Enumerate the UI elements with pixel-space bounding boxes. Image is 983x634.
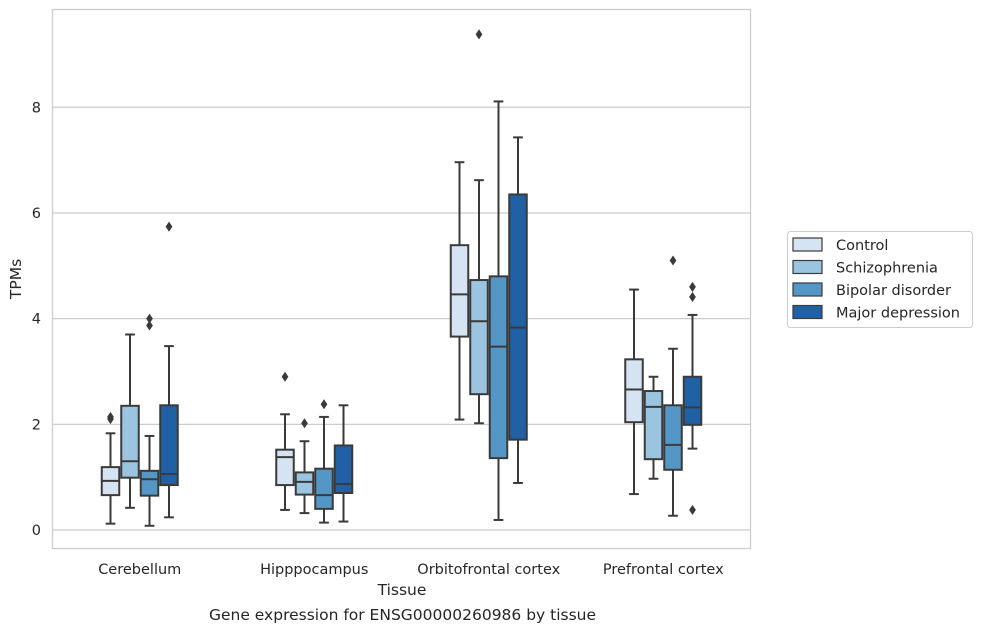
box-major-depression bbox=[159, 221, 179, 519]
legend-label: Control bbox=[836, 238, 888, 254]
box-iqr bbox=[469, 279, 489, 396]
outlier-point bbox=[320, 399, 328, 410]
box-iqr bbox=[488, 275, 509, 460]
y-tick-label: 0 bbox=[32, 523, 41, 539]
figure-caption: Gene expression for ENSG00000260986 by t… bbox=[208, 606, 597, 624]
outlier-point bbox=[146, 320, 153, 331]
legend-swatch bbox=[792, 282, 823, 297]
box-control bbox=[275, 371, 295, 511]
legend-swatch bbox=[792, 304, 823, 320]
box-major-depression bbox=[333, 404, 354, 523]
box-control bbox=[449, 161, 470, 421]
x-tick-label: Hipppocampus bbox=[260, 562, 368, 578]
outlier-point bbox=[146, 313, 153, 324]
outlier-point bbox=[301, 418, 308, 429]
box-iqr bbox=[624, 358, 644, 424]
legend-label: Schizophrenia bbox=[836, 261, 938, 277]
box-iqr bbox=[275, 448, 295, 487]
y-axis-label: TPMs bbox=[7, 259, 25, 300]
legend-swatch bbox=[792, 237, 823, 252]
box-schizophrenia bbox=[469, 29, 489, 425]
plot-area-frame bbox=[51, 8, 752, 550]
box-iqr bbox=[663, 404, 683, 471]
outlier-point bbox=[669, 255, 677, 266]
box-major-depression bbox=[508, 136, 528, 484]
box-iqr bbox=[120, 404, 140, 479]
box-bipolar-disorder bbox=[139, 313, 160, 527]
y-axis-ticks: 0 2 4 6 8 bbox=[32, 100, 41, 539]
x-axis-label: Tissue bbox=[377, 581, 427, 599]
x-tick-label: Orbitofrontal cortex bbox=[417, 562, 560, 578]
y-tick-label: 6 bbox=[32, 206, 41, 222]
box-iqr bbox=[314, 467, 334, 510]
y-tick-label: 4 bbox=[32, 312, 41, 328]
y-tick-label: 8 bbox=[32, 100, 41, 116]
box-bipolar-disorder bbox=[314, 399, 334, 524]
box-schizophrenia bbox=[643, 375, 664, 480]
box-iqr bbox=[643, 390, 664, 461]
box-schizophrenia bbox=[294, 418, 315, 515]
outlier-point bbox=[475, 29, 483, 40]
box-control bbox=[100, 411, 121, 525]
box-iqr bbox=[139, 469, 160, 497]
box-iqr bbox=[449, 244, 470, 338]
box-iqr bbox=[159, 404, 179, 487]
outlier-point bbox=[107, 411, 114, 422]
box-iqr bbox=[294, 471, 315, 496]
x-axis-ticks: Cerebellum Hipppocampus Orbitofrontal cort… bbox=[98, 562, 724, 578]
box-iqr bbox=[682, 375, 703, 426]
outlier-point bbox=[281, 371, 289, 382]
box-control bbox=[624, 288, 644, 496]
box-iqr bbox=[508, 193, 528, 441]
box-bipolar-disorder bbox=[663, 255, 683, 517]
box-bipolar-disorder bbox=[488, 100, 509, 521]
box-major-depression bbox=[682, 281, 703, 515]
legend: Control Schizophrenia Bipolar disorder Majo… bbox=[787, 231, 973, 328]
y-gridlines bbox=[52, 106, 751, 531]
y-tick-label: 2 bbox=[32, 417, 41, 433]
legend-swatch bbox=[792, 259, 823, 275]
x-tick-label: Cerebellum bbox=[98, 562, 181, 578]
box-series-group bbox=[100, 29, 703, 527]
box-iqr bbox=[333, 444, 354, 495]
outlier-point bbox=[165, 221, 173, 232]
legend-frame bbox=[787, 231, 973, 328]
x-tick-label: Prefrontal cortex bbox=[603, 562, 724, 578]
box-schizophrenia bbox=[120, 333, 140, 509]
legend-label: Bipolar disorder bbox=[836, 283, 951, 299]
outlier-point bbox=[689, 281, 696, 292]
outlier-point bbox=[689, 504, 696, 515]
legend-label: Major depression bbox=[836, 306, 960, 322]
outlier-point bbox=[689, 291, 696, 303]
